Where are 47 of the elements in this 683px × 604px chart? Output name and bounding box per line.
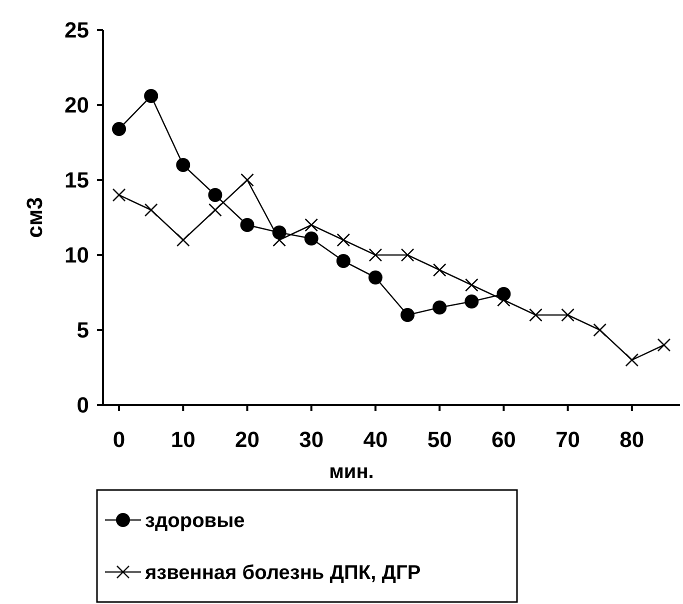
point [240,173,254,187]
point [625,353,639,367]
x-tick-label: 40 [363,427,388,452]
y-tick-label: 0 [76,392,89,418]
y-tick-label: 5 [76,318,89,343]
x-tick-label: 80 [620,427,644,452]
point [432,263,446,277]
point [368,270,382,284]
point [400,248,414,262]
point [657,338,671,352]
y-tick-label: 25 [64,18,89,43]
point [176,158,190,172]
x-tick-label: 30 [299,427,324,452]
x-tick-label: 50 [427,427,452,452]
point [368,248,382,262]
y-tick-label: 15 [64,168,89,193]
x-tick-label: 20 [235,427,260,452]
point [432,300,447,314]
point [144,89,158,103]
point [304,218,318,232]
point [593,323,607,337]
point [529,308,542,322]
point [144,203,158,217]
point [112,188,126,202]
legend-label: язвенная болезнь ДПК, ДГР [144,562,421,584]
point [112,122,126,136]
point [240,218,254,232]
point [336,254,350,268]
x-tick-label: 10 [170,427,196,452]
point [561,308,574,322]
y-tick-label: 10 [64,242,89,268]
point [176,233,190,247]
point [272,233,286,247]
y-axis-title: см3 [22,197,47,238]
legend-label: здоровые [145,510,245,532]
y-tick-label: 20 [64,92,89,118]
x-tick-label: 60 [491,427,516,452]
point [336,233,350,247]
point [208,188,222,202]
point [208,203,222,217]
point [464,294,479,308]
point [464,278,478,292]
point [304,232,318,246]
x-tick-label: 70 [556,427,580,452]
point [400,308,415,322]
x-axis-title: мин. [329,461,374,483]
x-tick-label: 0 [112,427,126,452]
